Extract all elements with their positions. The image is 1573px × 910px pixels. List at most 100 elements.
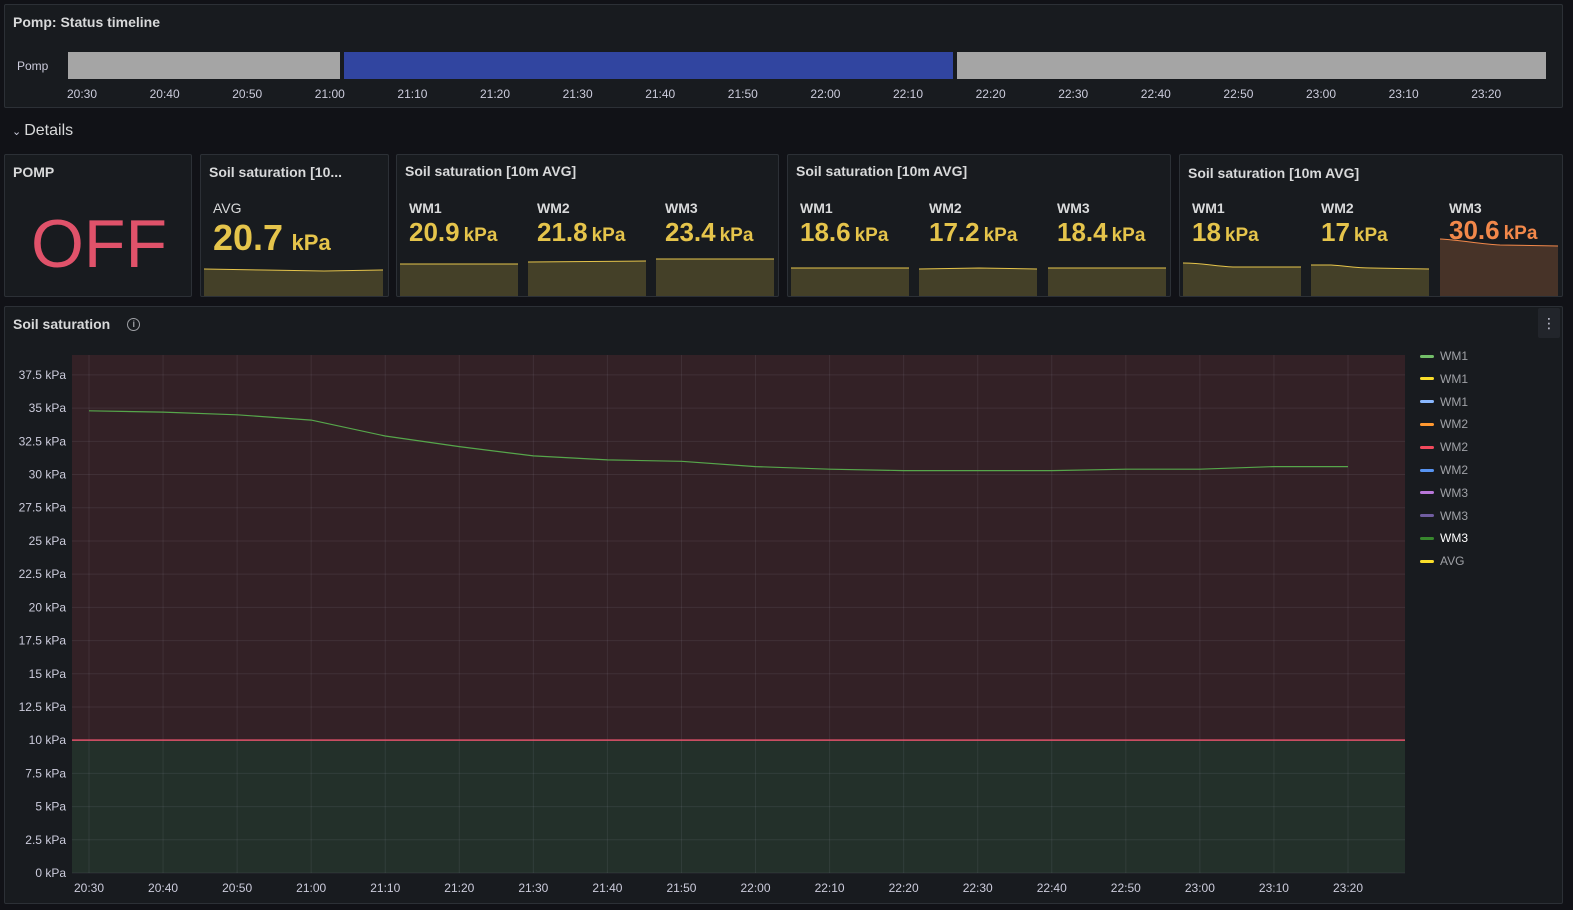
y-tick-label: 7.5 kPa — [25, 766, 66, 780]
y-tick-label: 37.5 kPa — [19, 368, 67, 382]
g3-wm2-value: 17 kPa — [1321, 217, 1388, 247]
g1-wm1-value: 20.9 kPa — [409, 217, 498, 247]
legend-item[interactable]: WM3 — [1420, 509, 1468, 523]
soil-chart-title[interactable]: Soil saturation — [13, 316, 111, 332]
g2-wm2-sparkline — [919, 267, 1037, 296]
details-row-header[interactable]: ⌄ Details — [12, 122, 73, 140]
legend-label: AVG — [1440, 554, 1465, 569]
g2-wm1-sparkline — [791, 267, 909, 296]
x-tick-label: 21:00 — [296, 881, 326, 895]
y-tick-label: 17.5 kPa — [19, 634, 67, 648]
legend-label: WM2 — [1440, 440, 1468, 455]
legend-item[interactable]: WM3 — [1420, 531, 1468, 545]
x-tick-label: 21:30 — [518, 881, 548, 895]
timeline-tick-label: 22:40 — [1140, 87, 1171, 101]
g3-wm1-sparkline — [1183, 262, 1301, 296]
ok-region — [72, 740, 1405, 873]
legend-item[interactable]: WM1 — [1420, 349, 1468, 363]
legend-swatch — [1420, 514, 1434, 518]
x-tick-label: 23:20 — [1333, 881, 1363, 895]
timeline-tick-label: 23:00 — [1306, 87, 1337, 101]
timeline-segment-on[interactable] — [344, 52, 953, 79]
legend-item[interactable]: AVG — [1420, 554, 1464, 568]
y-tick-label: 12.5 kPa — [19, 700, 67, 714]
timeline-panel: Pomp: Status timeline Pomp 20:30 20:40 20:… — [4, 4, 1563, 108]
g3-wm2-sparkline — [1311, 264, 1429, 296]
timeline-title[interactable]: Pomp: Status timeline — [13, 14, 161, 30]
pomp-stat-title[interactable]: POMP — [13, 164, 55, 180]
legend-swatch — [1420, 491, 1434, 495]
timeline-tick-label: 21:30 — [562, 87, 593, 101]
stat-group-2-title[interactable]: Soil saturation [10m AVG] — [796, 163, 968, 179]
legend-item[interactable]: WM3 — [1420, 486, 1468, 500]
legend-label: WM3 — [1440, 531, 1468, 546]
y-tick-label: 0 kPa — [35, 866, 66, 880]
legend-swatch — [1420, 354, 1434, 358]
x-tick-label: 22:20 — [889, 881, 919, 895]
legend-swatch — [1420, 559, 1434, 563]
y-tick-label: 32.5 kPa — [19, 434, 67, 448]
soil-chart-plot[interactable]: 0 kPa 2.5 kPa 5 kPa 7.5 kPa 10 kPa 12.5 kPa 15… — [0, 340, 1410, 900]
avg-stat-panel: Soil saturation [10... AVG 20.7 kPa — [200, 154, 389, 297]
avg-stat-value: 20.7 kPa — [213, 217, 331, 259]
details-row-title: Details — [24, 122, 74, 139]
timeline-row-label: Pomp — [17, 59, 49, 73]
legend-item[interactable]: WM2 — [1420, 440, 1468, 454]
legend-item[interactable]: WM1 — [1420, 372, 1468, 386]
x-tick-label: 21:20 — [444, 881, 474, 895]
legend-swatch — [1420, 422, 1434, 426]
legend-item[interactable]: WM1 — [1420, 395, 1468, 409]
stat-group-1-title[interactable]: Soil saturation [10m AVG] — [405, 163, 577, 179]
y-tick-label: 25 kPa — [29, 534, 67, 548]
g1-wm3-value: 23.4 kPa — [665, 217, 754, 247]
g1-wm3-sparkline — [656, 258, 774, 296]
timeline-tick-label: 22:20 — [975, 87, 1006, 101]
g2-wm1-value: 18.6 kPa — [800, 217, 889, 247]
kebab-menu-icon[interactable]: ⋮ — [1538, 308, 1560, 338]
legend-label: WM3 — [1440, 508, 1468, 523]
timeline-bar[interactable] — [68, 52, 1546, 79]
legend-swatch — [1420, 468, 1434, 472]
avg-sparkline — [204, 268, 383, 296]
g3-wm3-sparkline — [1440, 238, 1558, 296]
legend-item[interactable]: WM2 — [1420, 417, 1468, 431]
x-tick-label: 22:40 — [1037, 881, 1067, 895]
y-tick-label: 30 kPa — [29, 468, 67, 482]
legend-item[interactable]: WM2 — [1420, 463, 1468, 477]
g1-wm3-label: WM3 — [665, 200, 698, 216]
info-icon[interactable]: i — [127, 317, 141, 331]
avg-stat-title[interactable]: Soil saturation [10... — [209, 164, 343, 180]
timeline-tick-label: 21:50 — [727, 87, 758, 101]
g1-wm2-sparkline — [528, 260, 646, 296]
timeline-tick-label: 23:20 — [1471, 87, 1502, 101]
g3-wm1-label: WM1 — [1192, 200, 1225, 216]
y-tick-label: 35 kPa — [29, 401, 67, 415]
legend-label: WM2 — [1440, 463, 1468, 477]
avg-stat-unit: kPa — [291, 230, 331, 255]
timeline-tick-label: 22:10 — [893, 87, 924, 101]
y-tick-label: 5 kPa — [35, 800, 66, 814]
legend-label: WM1 — [1440, 349, 1468, 363]
x-tick-label: 20:30 — [74, 881, 104, 895]
alert-region — [72, 355, 1405, 741]
timeline-tick-label: 21:00 — [314, 87, 345, 101]
x-tick-label: 23:10 — [1259, 881, 1289, 895]
timeline-segment-off-2[interactable] — [957, 52, 1546, 79]
timeline-tick-label: 21:20 — [480, 87, 511, 101]
x-tick-label: 23:00 — [1185, 881, 1215, 895]
x-tick-label: 21:10 — [370, 881, 400, 895]
avg-stat-label: AVG — [213, 200, 242, 216]
g2-wm2-label: WM2 — [929, 200, 962, 216]
stat-group-3-panel: Soil saturation [10m AVG] WM1 18 kPa WM2 … — [1179, 154, 1563, 297]
timeline-tick-label: 22:50 — [1223, 87, 1254, 101]
y-tick-label: 15 kPa — [29, 667, 67, 681]
x-tick-label: 22:00 — [741, 881, 771, 895]
g3-wm3-label: WM3 — [1449, 200, 1482, 216]
timeline-segment-off-1[interactable] — [68, 52, 340, 79]
stat-group-3-title[interactable]: Soil saturation [10m AVG] — [1188, 165, 1360, 181]
g3-wm1-value: 18 kPa — [1192, 217, 1259, 247]
timeline-tick-label: 20:50 — [232, 87, 263, 101]
timeline-tick-label: 22:30 — [1058, 87, 1089, 101]
x-tick-label: 20:40 — [148, 881, 178, 895]
legend-label: WM2 — [1440, 417, 1468, 432]
